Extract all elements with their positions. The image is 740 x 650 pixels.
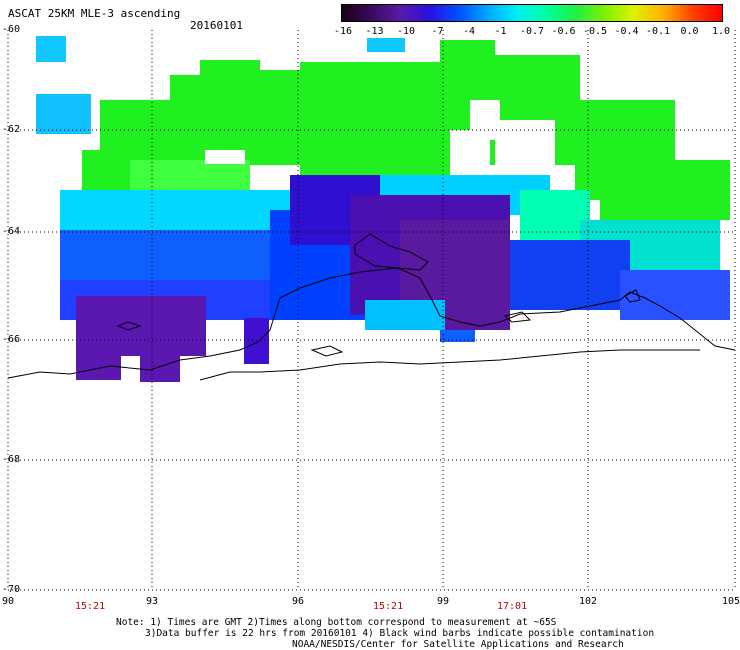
swath-purple (140, 330, 180, 382)
islet-2 (310, 345, 344, 357)
swath-purple (76, 320, 121, 380)
coastline (7, 233, 736, 381)
lon-label-102: 102 (579, 596, 598, 607)
lon-label-105: 105 (722, 596, 740, 607)
lat-label-66: -66 (2, 334, 21, 345)
islet-4 (624, 289, 641, 303)
frame (7, 30, 735, 591)
swath-blue (440, 330, 475, 342)
swath-cyan (365, 300, 445, 330)
note-line-2: 3)Data buffer is 22 hrs from 20160101 4)… (145, 628, 655, 639)
note-line-3: NOAA/NESDIS/Center for Satellite Applica… (292, 639, 624, 650)
lon-label-93: 93 (146, 596, 159, 607)
colorbar-tick-label: -0.1 (645, 26, 671, 37)
time-label-1: 15:21 (75, 601, 106, 612)
colorbar-tick-label: -1 (494, 26, 507, 37)
lon-label-99: 99 (437, 596, 450, 607)
swath-patch (36, 36, 66, 62)
swath-purple (244, 318, 269, 364)
lat-label-64: -64 (2, 226, 21, 237)
colorbar (341, 4, 723, 22)
swath-green (600, 160, 730, 220)
colorbar-tick-label: -4 (462, 26, 476, 37)
swath-green (350, 70, 450, 130)
plot-title: ASCAT 25KM MLE-3 ascending (8, 7, 181, 20)
colorbar-tick-label: 1.0 (711, 26, 731, 37)
colorbar-tick-label: -0.6 (551, 26, 576, 37)
swath-patch (36, 94, 91, 134)
swath-blue (500, 240, 630, 310)
gridlines (8, 30, 736, 590)
lon-label-96: 96 (292, 596, 305, 607)
islet-3 (503, 311, 532, 323)
islet-1 (116, 321, 142, 331)
colorbar-tick-label: 0.0 (680, 26, 699, 37)
time-label-3: 17:01 (497, 601, 528, 612)
swath-patch (367, 38, 405, 52)
swath-green (200, 60, 260, 100)
coastline-lower (199, 349, 700, 381)
note-line-1: Note: 1) Times are GMT 2)Times along bot… (116, 617, 557, 628)
colorbar-tick-label: -10 (396, 26, 416, 37)
coastline-main (7, 267, 736, 379)
colorbar-tick-label: -7 (431, 26, 444, 37)
swath-gap (205, 150, 245, 164)
time-label-2: 15:21 (373, 601, 404, 612)
lat-label-62: -62 (2, 124, 21, 135)
colorbar-tick-label: -16 (333, 26, 353, 37)
colorbar-tick-label: -0.5 (582, 26, 608, 37)
lon-label-90: 90 (2, 596, 15, 607)
lat-label-68: -68 (2, 454, 21, 465)
swath-data (36, 36, 730, 382)
colorbar-tick-label: -0.7 (519, 26, 545, 37)
colorbar-tick-label: -0.4 (614, 26, 639, 37)
lat-label-60: -60 (2, 24, 21, 35)
coastline-inner (354, 233, 429, 271)
swath-gap (495, 120, 555, 170)
lat-label-70: -70 (2, 584, 21, 595)
colorbar-tick-label: -13 (365, 26, 384, 37)
plot-date: 20160101 (190, 19, 243, 32)
